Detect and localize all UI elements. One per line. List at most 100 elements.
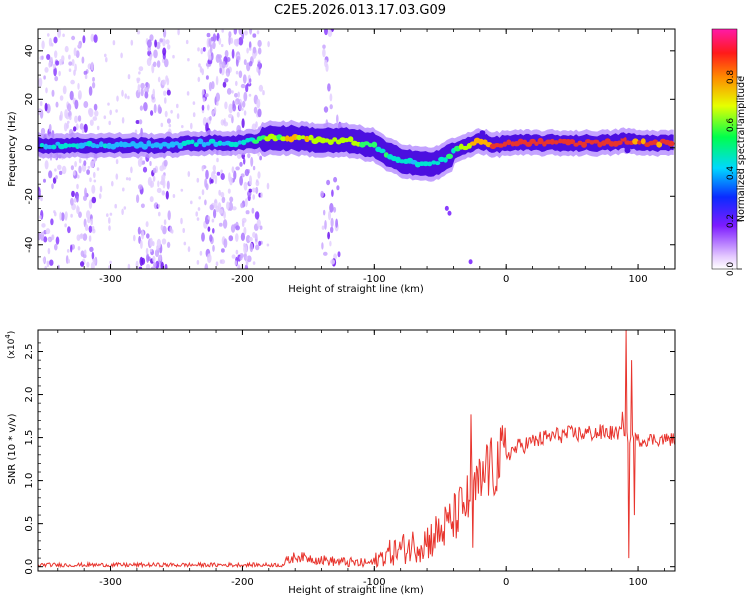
noise-speck xyxy=(248,93,252,97)
noise-speck xyxy=(47,247,51,255)
noise-speck xyxy=(205,169,209,180)
noise-speck xyxy=(62,85,67,95)
ridge-core-blob xyxy=(63,142,69,149)
noise-speck xyxy=(161,174,166,181)
ridge-core-blob xyxy=(237,140,242,145)
noise-speck xyxy=(246,47,249,54)
noise-speck xyxy=(79,123,84,130)
noise-speck xyxy=(87,165,91,169)
noise-speck xyxy=(252,33,257,38)
noise-speck xyxy=(144,91,149,99)
noise-speck xyxy=(160,224,164,231)
noise-speck xyxy=(59,211,62,221)
noise-speck xyxy=(248,188,253,193)
noise-speck xyxy=(140,203,145,209)
noise-speck xyxy=(216,101,219,106)
noise-speck xyxy=(49,259,54,266)
ridge-side-blob xyxy=(619,132,626,139)
noise-speck xyxy=(468,259,473,265)
noise-speck xyxy=(236,111,240,118)
noise-speck xyxy=(152,167,157,174)
ridge-core-blob xyxy=(569,139,576,145)
noise-speck xyxy=(90,33,95,42)
noise-speck xyxy=(243,110,247,116)
noise-speck xyxy=(149,237,153,247)
noise-speck xyxy=(130,166,133,174)
noise-speck xyxy=(249,242,254,253)
noise-speck xyxy=(236,56,241,61)
noise-speck xyxy=(53,36,58,44)
noise-speck xyxy=(73,126,77,132)
noise-speck xyxy=(245,84,249,93)
y-tick-label: 0.0 xyxy=(24,559,35,575)
noise-speck xyxy=(245,235,251,244)
noise-speck xyxy=(59,170,63,175)
ridge-core-blob xyxy=(332,137,338,142)
noise-speck xyxy=(243,59,247,66)
noise-speck xyxy=(243,226,247,235)
noise-speck xyxy=(170,109,173,114)
ridge-core-blob xyxy=(529,138,536,144)
noise-speck xyxy=(64,211,68,220)
noise-speck xyxy=(206,32,211,38)
noise-speck xyxy=(235,166,240,171)
noise-speck xyxy=(226,201,230,210)
ridge-core-blob xyxy=(363,141,370,146)
x-tick-label: -100 xyxy=(363,577,386,588)
noise-speck xyxy=(242,74,247,84)
noise-speck xyxy=(215,261,219,267)
noise-speck xyxy=(181,125,184,129)
noise-speck xyxy=(255,244,260,251)
noise-speck xyxy=(233,170,237,180)
ridge-core-blob xyxy=(581,141,587,148)
noise-speck xyxy=(222,219,228,229)
y-tick-label: 0.5 xyxy=(24,516,35,532)
noise-speck xyxy=(201,165,205,172)
noise-speck xyxy=(256,66,259,73)
noise-speck xyxy=(236,38,240,44)
ridge-side-blob xyxy=(624,147,631,154)
noise-speck xyxy=(207,104,210,111)
noise-speck xyxy=(186,91,190,96)
noise-speck xyxy=(155,260,160,269)
noise-speck xyxy=(77,115,82,122)
noise-speck xyxy=(228,235,234,242)
noise-speck xyxy=(333,253,337,260)
noise-speck xyxy=(42,257,46,263)
noise-speck xyxy=(128,177,131,181)
noise-speck xyxy=(248,47,252,51)
noise-speck xyxy=(138,119,143,125)
ridge-side-blob xyxy=(397,164,404,171)
noise-speck xyxy=(53,66,57,77)
noise-speck xyxy=(196,177,200,183)
noise-speck xyxy=(86,261,90,268)
noise-speck xyxy=(235,70,239,75)
noise-speck xyxy=(162,190,165,195)
noise-speck xyxy=(74,161,77,168)
noise-speck xyxy=(68,68,72,72)
noise-speck xyxy=(91,251,95,260)
noise-speck xyxy=(61,212,65,222)
noise-speck xyxy=(219,67,222,74)
snr-x-ticks: -300 -200 -100 0 100 xyxy=(57,330,665,588)
noise-speck xyxy=(447,210,452,216)
noise-speck xyxy=(51,89,55,97)
noise-speck xyxy=(83,195,87,201)
noise-speck xyxy=(51,234,54,241)
noise-speck xyxy=(41,223,46,228)
noise-speck xyxy=(84,224,89,231)
noise-speck xyxy=(68,54,71,60)
noise-speck xyxy=(331,189,334,197)
noise-speck xyxy=(142,160,146,165)
noise-speck xyxy=(140,82,145,89)
noise-speck xyxy=(52,177,57,184)
noise-speck xyxy=(44,102,48,112)
noise-speck xyxy=(209,234,213,242)
noise-speck xyxy=(96,167,100,171)
noise-speck xyxy=(190,200,193,205)
noise-speck xyxy=(167,210,171,221)
ridge-core-blob xyxy=(39,143,45,148)
noise-speck xyxy=(44,160,49,170)
noise-speck xyxy=(241,220,245,227)
